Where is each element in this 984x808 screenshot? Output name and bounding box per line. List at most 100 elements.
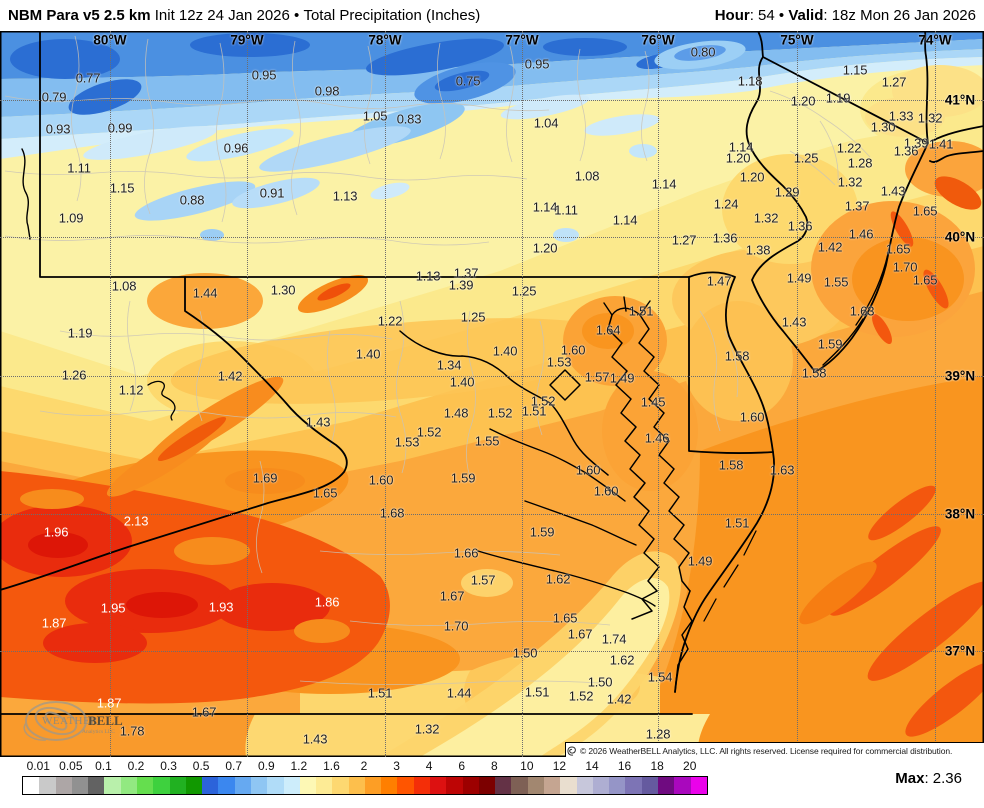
lon-label: 76°W (641, 32, 675, 48)
precip-value-label: 1.25 (793, 150, 819, 166)
precip-value-label: 1.87 (96, 695, 122, 711)
precip-value-label: 1.20 (532, 240, 558, 256)
hour-value: 54 (758, 7, 775, 24)
precip-value-label: 1.42 (217, 368, 243, 384)
color-scale-segment (560, 777, 577, 794)
lon-gridline (935, 31, 936, 757)
precip-value-label: 1.36 (712, 230, 738, 246)
lon-label: 77°W (505, 32, 539, 48)
color-scale-segment (267, 777, 284, 794)
precip-value-label: 1.41 (928, 136, 954, 152)
lon-gridline (658, 31, 659, 757)
color-scale-segment (39, 777, 56, 794)
copyright-text: © 2026 WeatherBELL Analytics, LLC. All r… (580, 745, 953, 756)
precip-value-label: 1.57 (470, 572, 496, 588)
precip-value-label: 1.14 (728, 139, 754, 155)
model-name: NBM Para v5 2.5 km (8, 7, 151, 24)
color-scale-segment (478, 777, 496, 794)
precip-value-label: 0.83 (396, 111, 422, 127)
precip-value-label: 1.66 (453, 545, 479, 561)
precip-value-label: 1.30 (870, 119, 896, 135)
color-scale-segment (625, 777, 642, 794)
precip-value-label: 1.14 (532, 199, 558, 215)
color-scale-segment (234, 777, 251, 794)
precip-value-label: 1.28 (645, 726, 671, 742)
precip-value-label: 1.62 (609, 652, 635, 668)
precip-value-label: 1.49 (786, 270, 812, 286)
precip-value-label: 1.67 (439, 588, 465, 604)
precip-value-label: 1.51 (367, 685, 393, 701)
color-scale-tick: 18 (650, 759, 664, 773)
precip-value-label: 1.27 (881, 74, 907, 90)
color-scale-segment (283, 777, 300, 794)
precip-value-label: 1.11 (554, 202, 578, 218)
precip-value-label: 1.30 (270, 282, 296, 298)
precip-value-label: 0.88 (179, 192, 205, 208)
precip-value-label: 1.59 (529, 524, 555, 540)
precip-value-label: 1.65 (312, 485, 338, 501)
color-scale-segment (136, 777, 154, 794)
precip-value-label: 1.55 (823, 274, 849, 290)
lon-label: 74°W (918, 32, 952, 48)
valid-value: 18z Mon 26 Jan 2026 (831, 7, 976, 24)
precip-value-label: 1.68 (379, 505, 405, 521)
precip-value-label: 1.53 (394, 434, 420, 450)
color-scale-segment (413, 777, 431, 794)
precip-value-label: 1.14 (612, 212, 638, 228)
color-scale-segment (185, 777, 203, 794)
color-scale-segment (690, 777, 707, 794)
precip-value-label: 1.08 (574, 168, 600, 184)
color-scale-segment (657, 777, 675, 794)
precip-value-label: 1.60 (575, 462, 601, 478)
precip-value-label: 1.65 (885, 241, 911, 257)
precip-value-label: 1.12 (118, 382, 144, 398)
state-borders (0, 31, 984, 715)
precip-value-label: 1.37 (453, 265, 479, 281)
product-name: Total Precipitation (Inches) (303, 7, 481, 24)
precipitation-map: 0.77 0.79 0.95 0.93 0.99 0.96 1.11 1.15 0.88 0.91… (0, 31, 984, 757)
precip-value-label: 0.95 (524, 56, 550, 72)
color-scale-segment (592, 777, 610, 794)
precip-value-label: 0.98 (314, 83, 340, 99)
precip-value-label: 1.47 (706, 273, 732, 289)
color-scale-segment (348, 777, 365, 794)
color-scale-segment (55, 777, 72, 794)
precip-value-label: 1.95 (100, 600, 126, 616)
precip-value-label: 1.42 (606, 691, 632, 707)
precip-value-label: 1.78 (119, 723, 145, 739)
precip-value-label: 1.36 (787, 218, 813, 234)
color-scale-segment (202, 777, 219, 794)
precip-value-label: 1.52 (530, 393, 556, 409)
precip-value-label: 1.51 (524, 684, 550, 700)
color-scale-tick: 4 (425, 759, 433, 773)
lon-gridline (110, 31, 111, 757)
logo-word-bell: BELL (88, 713, 123, 728)
precip-value-label: 1.04 (533, 115, 559, 131)
precip-value-label: 1.39 (903, 135, 929, 151)
lon-gridline (797, 31, 798, 757)
lat-label: 41°N (944, 92, 976, 108)
precip-value-label: 1.65 (912, 272, 938, 288)
precip-value-label: 1.86 (314, 594, 340, 610)
precip-value-label: 1.70 (892, 259, 918, 275)
lat-gridline (0, 100, 984, 101)
precip-value-label: 1.39 (448, 277, 474, 293)
color-scale-tick: 20 (683, 759, 697, 773)
precip-value-label: 1.43 (781, 314, 807, 330)
lon-label: 75°W (780, 32, 814, 48)
precip-value-label: 1.74 (601, 631, 627, 647)
color-scale-segment (495, 777, 512, 794)
max-value: Max: 2.36 (895, 770, 962, 787)
precip-value-label: 1.59 (817, 336, 843, 352)
copyright-strip: © 2026 WeatherBELL Analytics, LLC. All r… (565, 742, 984, 757)
precip-value-label: 1.60 (560, 342, 586, 358)
precip-value-label: 1.49 (609, 370, 635, 386)
precip-value-label: 1.36 (893, 143, 919, 159)
map-title: NBM Para v5 2.5 km Init 12z 24 Jan 2026 … (0, 7, 480, 24)
color-scale-tick: 2 (360, 759, 368, 773)
precip-value-label: 1.32 (753, 210, 779, 226)
precip-value-label: 1.11 (67, 160, 91, 176)
logo-subtitle: Analytics LLC (82, 729, 115, 735)
precip-value-label: 1.20 (725, 150, 751, 166)
lon-gridline (385, 31, 386, 757)
